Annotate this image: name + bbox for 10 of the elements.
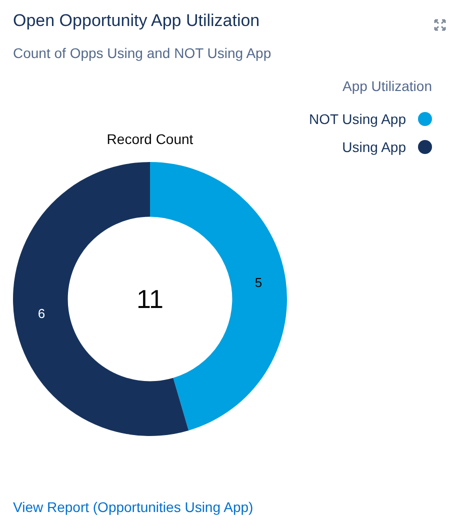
data-label: 6 [38,306,46,322]
text: View Report (Opportunities Using App) [13,499,254,515]
text: 11 [136,284,164,314]
chart-subtitle: Count of Opps Using and NOT Using App [13,45,272,61]
text: Record Count [106,131,194,147]
chart-title: Open Opportunity App Utilization [13,11,260,31]
legend-label: NOT Using App [308,111,406,127]
legend-title: App Utilization [342,78,432,94]
data-label: 5 [254,274,262,290]
legend-label: Using App [342,139,406,155]
